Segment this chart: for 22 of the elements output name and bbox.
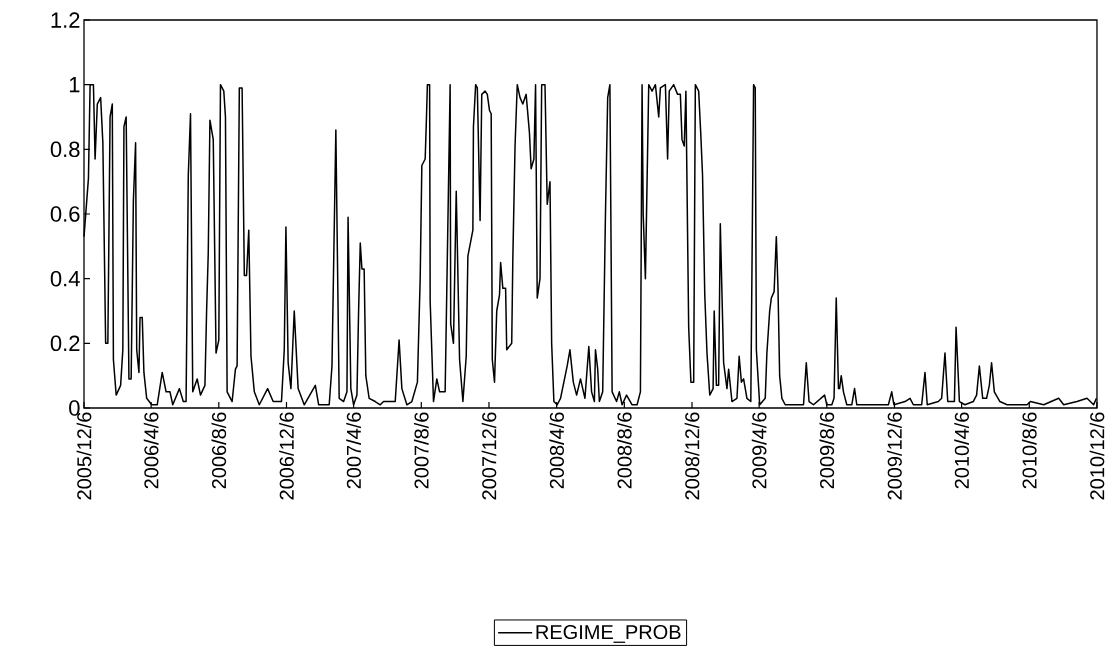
x-tick-label: 2009/8/6 (819, 412, 835, 489)
x-tick-label: 2009/12/6 (887, 412, 902, 500)
x-tick-label: 2006/12/6 (279, 412, 294, 500)
x-tick-label: 2010/4/6 (954, 412, 969, 489)
x-tick-label: 2009/4/6 (751, 412, 767, 489)
x-tick-label: 2010/12/6 (1089, 412, 1105, 500)
x-tick-label: 2008/12/6 (684, 412, 700, 500)
x-tick-label: 2006/4/6 (143, 412, 159, 489)
y-tick-label: 1 (69, 77, 80, 93)
x-tick-label: 2007/12/6 (481, 412, 497, 500)
x-tick-label: 2007/4/6 (346, 412, 361, 489)
x-tick-label: 2006/8/6 (211, 412, 227, 489)
x-tick-label: 2007/8/6 (413, 412, 429, 489)
y-tick-label: 1.2 (51, 12, 80, 28)
x-tick-label: 2008/8/6 (616, 412, 632, 489)
legend-label: REGIME_PROB (536, 624, 681, 643)
x-tick-label: 2008/4/6 (549, 412, 564, 489)
y-tick-label: 0.4 (50, 270, 80, 287)
y-tick-label: 0.8 (50, 141, 80, 158)
x-tick-label: 2010/8/6 (1021, 412, 1037, 489)
y-tick-label: 0.2 (50, 335, 80, 352)
y-tick-label: 0.6 (50, 206, 80, 222)
